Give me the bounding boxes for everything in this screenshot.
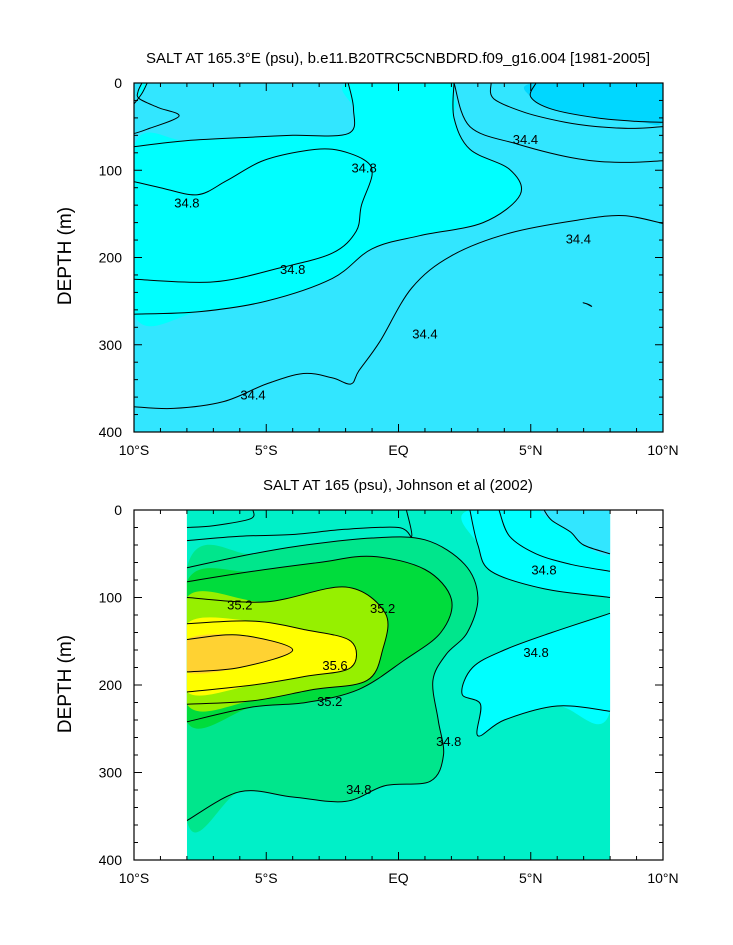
contour-fill-region — [134, 83, 522, 327]
contour-line — [186, 620, 358, 693]
contour-fill-region — [461, 510, 611, 737]
contour-labels-observations: 35.2 35.2 35.6 35.2 34.8 34.8 34.8 34.8 — [227, 563, 556, 798]
contour-fill-region — [134, 83, 180, 137]
contour-fill-region — [186, 510, 259, 529]
contour-line — [134, 83, 180, 135]
contour-line — [498, 510, 611, 572]
contour-fill-region — [540, 510, 611, 556]
y-tick-label: 400 — [99, 852, 123, 868]
axes-observations: 10°S 5°S EQ 5°N 10°N 0 100 200 300 400 — [99, 502, 679, 886]
x-tick-label: 10°N — [647, 870, 678, 886]
contour-label: 34.8 — [436, 734, 461, 749]
contour-line — [134, 83, 148, 105]
contour-line — [186, 510, 255, 528]
contour-line — [543, 510, 611, 555]
panel-title-observations: SALT AT 165 (psu), Johnson et al (2002) — [263, 477, 533, 494]
contour-label: 34.8 — [174, 196, 199, 211]
contour-lines-observations — [186, 510, 611, 822]
contour-label: 34.4 — [566, 231, 591, 246]
contour-label: 34.8 — [280, 262, 305, 277]
x-tick-label: 5°S — [255, 870, 278, 886]
contour-line — [186, 510, 413, 542]
x-tick-label: 5°S — [255, 442, 278, 458]
y-axis-label-model: DEPTH (m) — [55, 207, 76, 305]
y-tick-label: 100 — [99, 162, 123, 178]
y-tick-label: 200 — [99, 250, 123, 266]
panel-model: SALT AT 165.3°E (psu), b.e11.B20TRC5CNBD… — [55, 50, 679, 458]
panel-title-model: SALT AT 165.3°E (psu), b.e11.B20TRC5CNBD… — [146, 50, 650, 67]
contour-line — [186, 555, 453, 723]
contour-label: 34.8 — [351, 161, 376, 176]
contour-lines-model — [134, 83, 663, 410]
contour-fill-region — [186, 634, 293, 674]
x-tick-label: EQ — [388, 870, 408, 886]
contour-label: 34.8 — [523, 645, 548, 660]
y-tick-label: 400 — [99, 424, 123, 440]
axes-model: 10°S 5°S EQ 5°N 10°N 0 100 200 300 400 — [99, 75, 679, 458]
y-tick-label: 0 — [114, 75, 122, 91]
x-tick-label: 10°N — [647, 442, 678, 458]
filled-contours-observations — [186, 510, 611, 860]
y-tick-label: 0 — [114, 502, 122, 518]
y-axis-label-observations: DEPTH (m) — [55, 635, 76, 733]
contour-line — [134, 148, 373, 283]
contour-label: 35.2 — [227, 598, 252, 613]
x-tick-label: EQ — [388, 442, 408, 458]
contour-line — [186, 586, 389, 705]
y-tick-label: 300 — [99, 765, 123, 781]
y-tick-label: 100 — [99, 590, 123, 606]
contour-line — [529, 83, 663, 123]
contour-line — [134, 83, 356, 148]
filled-contours-model — [134, 83, 663, 432]
contour-label: 35.6 — [322, 658, 347, 673]
contour-line — [489, 83, 663, 129]
contour-label: 35.2 — [317, 694, 342, 709]
contour-line — [186, 634, 294, 673]
contour-line — [582, 302, 593, 307]
x-tick-label: 10°S — [119, 442, 150, 458]
contour-line — [134, 214, 663, 410]
x-tick-label: 5°N — [519, 442, 543, 458]
contour-label: 34.8 — [531, 563, 556, 578]
y-tick-label: 300 — [99, 337, 123, 353]
contour-label: 34.4 — [513, 132, 538, 147]
contour-label: 34.8 — [346, 782, 371, 797]
panel-observations: SALT AT 165 (psu), Johnson et al (2002) … — [55, 477, 679, 886]
contour-line — [134, 83, 523, 315]
contour-line — [453, 83, 663, 163]
y-tick-label: 200 — [99, 677, 123, 693]
contour-line — [461, 612, 611, 737]
contour-label: 35.2 — [370, 601, 395, 616]
x-tick-label: 5°N — [519, 870, 543, 886]
contour-labels-model: 34.8 34.8 34.8 34.4 34.4 34.4 34.4 — [174, 132, 591, 403]
contour-label: 34.4 — [240, 387, 265, 402]
x-tick-label: 10°S — [119, 870, 150, 886]
contour-line — [186, 536, 479, 822]
contour-label: 34.4 — [412, 326, 437, 341]
contour-fill-region — [453, 83, 663, 164]
contour-fill-region — [523, 83, 663, 126]
contour-line — [469, 510, 611, 598]
